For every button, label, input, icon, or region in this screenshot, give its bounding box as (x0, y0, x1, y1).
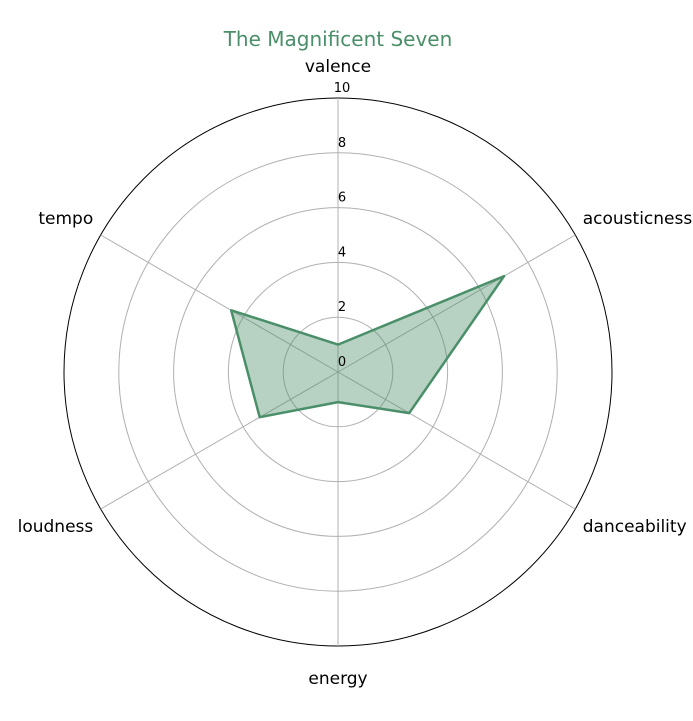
grid (63, 97, 613, 647)
labels: 0 2 4 6 8 10 valence acousticness danceability en… (18, 57, 693, 689)
r-tick-label: 4 (338, 245, 346, 260)
r-tick-label: 0 (338, 355, 346, 370)
spoke-loudness (100, 371, 339, 510)
axis-label-loudness: loudness (18, 517, 94, 537)
r-tick-label: 2 (338, 300, 346, 315)
series-area (231, 276, 505, 418)
chart-title: The Magnificent Seven (223, 27, 453, 51)
spoke-acousticness (337, 234, 576, 373)
r-tick-label: 8 (338, 136, 346, 151)
axis-label-acousticness: acousticness (583, 209, 693, 229)
series-layer (229, 274, 506, 419)
r-tick-label: 6 (338, 191, 346, 206)
axis-label-valence: valence (305, 57, 371, 77)
axis-label-energy: energy (308, 669, 367, 689)
spoke-danceability (337, 371, 576, 510)
spoke-tempo (100, 234, 339, 373)
axis-label-tempo: tempo (38, 209, 93, 229)
r-tick-label: 10 (334, 81, 351, 96)
axis-label-danceability: danceability (583, 517, 687, 537)
